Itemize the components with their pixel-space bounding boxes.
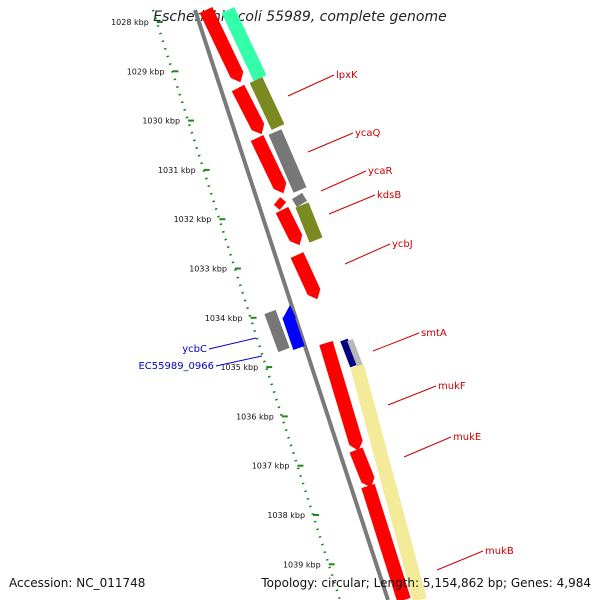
- gene-label-leader: [403, 436, 452, 458]
- gene-cds-head: [251, 123, 265, 135]
- tick-label: 1028 kbp: [111, 18, 149, 27]
- gene-label-leader: [287, 74, 335, 97]
- gene-cds-head: [289, 234, 303, 246]
- tick-label: 1029 kbp: [127, 67, 165, 76]
- gene-cds-head: [349, 440, 363, 451]
- gray-feature: [264, 309, 290, 353]
- gene-label-ec55989_0966: EC55989_0966: [138, 361, 214, 372]
- tick-label: 1035 kbp: [220, 363, 258, 372]
- gene-cds-head: [273, 182, 287, 194]
- gene-label-leader: [328, 194, 376, 215]
- gene-cds-head: [230, 71, 244, 83]
- tick-label: 1030 kbp: [142, 117, 180, 126]
- gene-label-smta: smtA: [421, 328, 447, 339]
- gene-label-kdsb: kdsB: [377, 190, 401, 201]
- gene-cds: [319, 340, 363, 446]
- gene-cds-reverse-head: [283, 305, 296, 318]
- tick-label: 1032 kbp: [174, 215, 212, 224]
- gene-cds: [231, 84, 265, 131]
- olive-feature: [249, 77, 285, 130]
- tick-track: 1028 kbp 1029 kbp 1030 kbp 1031 kbp 1032 kbp…: [111, 9, 342, 600]
- gene-label-leader: [372, 332, 420, 352]
- tick-label: 1039 kbp: [283, 560, 321, 569]
- gene-cds: [275, 206, 303, 242]
- gene-cds-reverse: [282, 314, 305, 350]
- navy-feature: [340, 338, 358, 368]
- gene-label-leader: [208, 337, 257, 350]
- gene-label-ycbj: ycbJ: [392, 239, 413, 250]
- genome-summary-text: Topology: circular; Length: 5,154,862 bp…: [261, 576, 591, 590]
- gene-label-mukb: mukB: [485, 546, 514, 557]
- gene-cds: [290, 252, 321, 295]
- gene-label-ycbc: ycbC: [182, 344, 207, 355]
- accession-text: Accession: NC_011748: [9, 576, 146, 590]
- gene-label-leader: [387, 385, 437, 406]
- gray-feature: [268, 129, 307, 193]
- gene-label-lpxk: lpxK: [336, 70, 358, 81]
- gene-label-leader: [436, 550, 484, 571]
- pale-feature: [350, 364, 427, 600]
- tick-label: 1031 kbp: [158, 166, 196, 175]
- gene-label-layer: lpxK ycaQ ycaR kdsB ycbJ smtA mukF mukE mukB ycbC…: [138, 70, 514, 571]
- gene-label-ycaq: ycaQ: [355, 128, 381, 139]
- gene-label-ycar: ycaR: [368, 166, 393, 177]
- tick-label: 1034 kbp: [205, 314, 243, 323]
- feature-track: [199, 6, 427, 600]
- gene-label-leader: [215, 355, 263, 367]
- gene-cds: [199, 6, 244, 79]
- gene-label-leader: [344, 243, 391, 265]
- tick-label: 1038 kbp: [267, 511, 305, 520]
- tick-label: 1037 kbp: [252, 462, 290, 471]
- gene-label-leader: [307, 132, 354, 153]
- gene-label-leader: [320, 170, 367, 192]
- gene-cds-head: [307, 289, 321, 300]
- olive-feature: [295, 202, 323, 243]
- gene-label-muke: mukE: [453, 432, 481, 443]
- gene-cds: [273, 197, 287, 210]
- lightgray-feature: [347, 338, 363, 368]
- gene-cds: [349, 447, 375, 483]
- gene-cds: [250, 134, 287, 190]
- gene-cds: [361, 483, 411, 600]
- tick-label: 1036 kbp: [236, 412, 274, 421]
- gray-feature: [291, 192, 308, 208]
- tick-label: 1033 kbp: [189, 265, 227, 274]
- gene-cds-head: [361, 477, 375, 488]
- gene-label-mukf: mukF: [438, 381, 466, 392]
- teal-feature: [221, 7, 267, 81]
- backbone-track: [193, 9, 390, 600]
- backbone-line: [193, 9, 390, 600]
